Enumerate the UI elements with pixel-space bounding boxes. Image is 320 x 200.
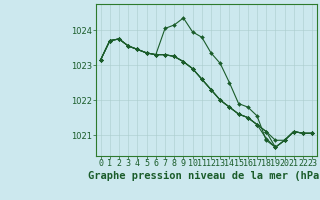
X-axis label: Graphe pression niveau de la mer (hPa): Graphe pression niveau de la mer (hPa): [88, 171, 320, 181]
